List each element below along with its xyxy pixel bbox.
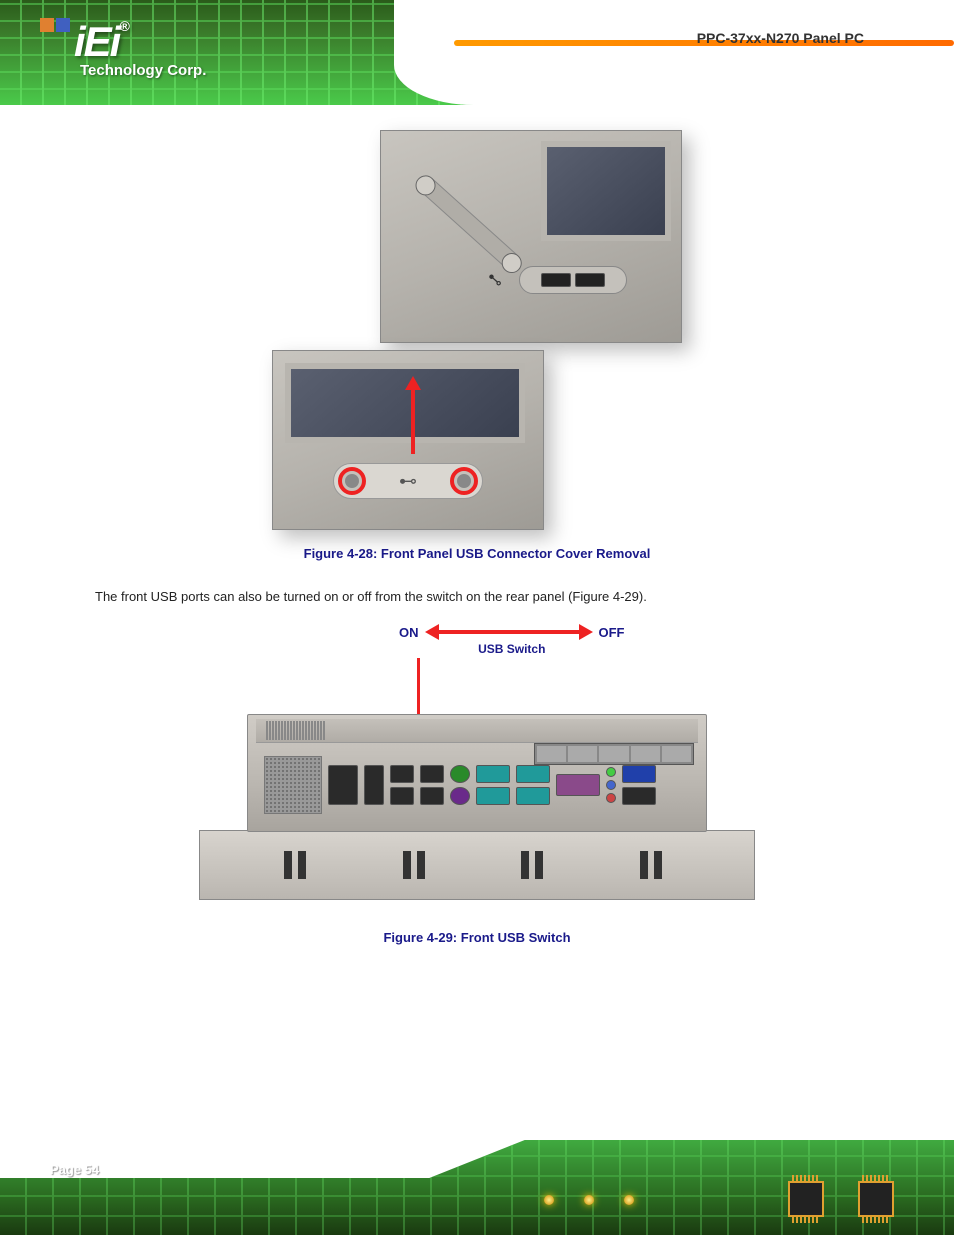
photo-usb-cover: ⊷: [272, 350, 544, 530]
logo-text: iEi®: [40, 18, 206, 66]
audio-in: [606, 780, 616, 790]
io-panel: [258, 749, 696, 821]
figure-2: ON OFF USB Switch: [95, 624, 859, 945]
mount-slit: [521, 851, 551, 879]
arrow-right-icon: [579, 624, 593, 640]
serial-port-2: [476, 787, 510, 805]
device-rear-photo: [197, 714, 757, 914]
on-label: ON: [399, 625, 419, 640]
power-port: [328, 765, 358, 805]
led-icon: [584, 1195, 594, 1205]
screw-highlight-left: [338, 467, 366, 495]
chassis-vents: [256, 719, 698, 743]
lan-port-2: [420, 787, 444, 805]
vent-grid: [264, 756, 322, 814]
screen-bezel: [541, 141, 671, 241]
chip-icon: [858, 1181, 894, 1217]
logo-tagline: Technology Corp.: [80, 62, 206, 79]
footer-pcb: [0, 1140, 954, 1235]
audio-out: [606, 767, 616, 777]
figure-1: ⊷ ⊷ Figure 4-28: Front Panel USB Connect…: [95, 130, 859, 561]
figure-1-caption: Figure 4-28: Front Panel USB Connector C…: [95, 546, 859, 561]
mount-slit: [284, 851, 314, 879]
page-content: ⊷ ⊷ Figure 4-28: Front Panel USB Connect…: [0, 105, 954, 965]
screw-highlight-right: [450, 467, 478, 495]
photo-usb-open: ⊷: [380, 130, 682, 343]
logo: iEi® Technology Corp.: [40, 18, 206, 79]
led-icon: [544, 1195, 554, 1205]
usb-port-1: [541, 273, 571, 287]
arrow-up-icon: [411, 386, 415, 454]
switch-arrow-row: ON OFF: [399, 624, 625, 640]
serial-port-1: [476, 765, 510, 783]
footer-banner: Page 54: [0, 1115, 954, 1235]
usb-cover-plate: ⊷: [333, 463, 483, 499]
logo-reg: ®: [119, 18, 127, 34]
led-icon: [624, 1195, 634, 1205]
usb-switch-label: USB Switch: [399, 642, 625, 656]
cover-arm: [415, 173, 524, 273]
off-label: OFF: [599, 625, 625, 640]
mount-slit: [403, 851, 433, 879]
ps2-keyboard: [450, 787, 470, 805]
banner-curve: [394, 0, 954, 105]
header-banner: iEi® Technology Corp. PPC-37xx-N270 Pane…: [0, 0, 954, 105]
serial-port-4: [516, 787, 550, 805]
lan-port-1: [420, 765, 444, 783]
vga-port: [622, 765, 656, 783]
device-base: [199, 830, 755, 900]
switch-diagram: ON OFF USB Switch: [399, 624, 625, 656]
dc-jack: [364, 765, 384, 805]
mount-slit: [640, 851, 670, 879]
serial-port-3: [516, 765, 550, 783]
dvi-port: [622, 787, 656, 805]
chip-icon: [788, 1181, 824, 1217]
figure-2-caption: Figure 4-29: Front USB Switch: [95, 930, 859, 945]
page-number: Page 54: [50, 1162, 99, 1177]
audio-mic: [606, 793, 616, 803]
usb-port-2: [575, 273, 605, 287]
arrow-line: [439, 630, 579, 634]
header-product: PPC-37xx-N270 Panel PC: [697, 30, 864, 46]
usb-icon-2: ⊷: [399, 471, 417, 492]
ps2-mouse: [450, 765, 470, 783]
usb-rear-1: [390, 765, 414, 783]
parallel-port: [556, 774, 600, 796]
usb-port-plate: [519, 266, 627, 294]
usb-icon: ⊷: [482, 267, 507, 293]
usb-rear-2: [390, 787, 414, 805]
logo-main: iEi: [74, 18, 119, 65]
arrow-left-icon: [425, 624, 439, 640]
screen-bezel-2: [285, 363, 525, 443]
device-chassis: [247, 714, 707, 832]
body-paragraph: The front USB ports can also be turned o…: [95, 585, 859, 608]
